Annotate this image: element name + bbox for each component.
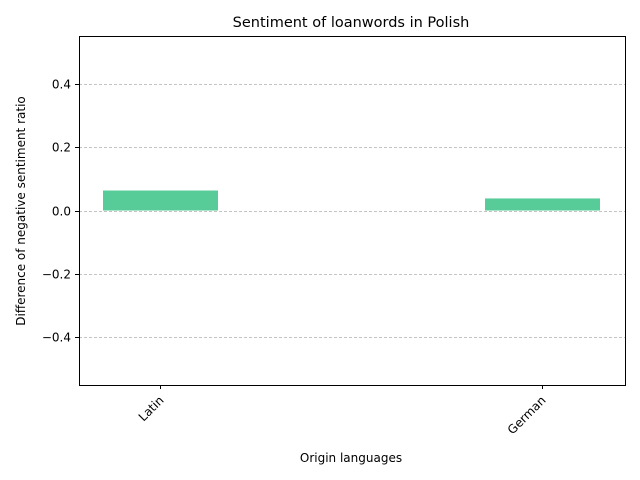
y-tick-label: −0.4 bbox=[42, 331, 71, 345]
chart-title: Sentiment of loanwords in Polish bbox=[233, 15, 470, 31]
x-axis-ticks: Latin German bbox=[136, 385, 549, 437]
y-axis-title: Difference of negative sentiment ratio bbox=[14, 96, 28, 326]
x-tick-label: Latin bbox=[136, 393, 167, 424]
y-axis-ticks: −0.4 −0.2 0.0 0.2 0.4 bbox=[42, 78, 79, 345]
bar-latin bbox=[103, 190, 218, 211]
y-tick-label: 0.0 bbox=[52, 205, 71, 219]
y-tick-label: −0.2 bbox=[42, 268, 71, 282]
bar-german bbox=[485, 198, 600, 211]
plot-frame bbox=[79, 36, 626, 386]
y-tick-label: 0.2 bbox=[52, 141, 71, 155]
bars bbox=[103, 190, 600, 211]
x-tick-label: German bbox=[505, 393, 549, 437]
y-grid bbox=[79, 84, 625, 338]
x-axis-title: Origin languages bbox=[300, 451, 402, 465]
y-tick-label: 0.4 bbox=[52, 78, 71, 92]
